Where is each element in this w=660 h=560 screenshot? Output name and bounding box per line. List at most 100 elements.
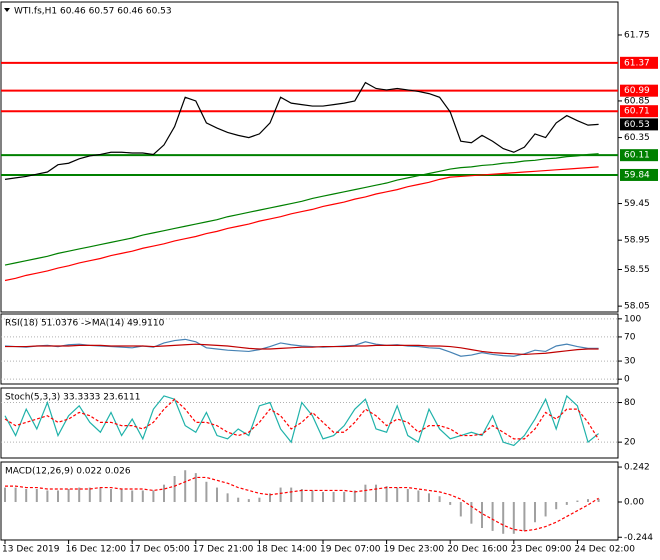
series-line <box>4 153 599 266</box>
symbol-marker <box>4 8 10 12</box>
y-tick-label: 60.85 <box>624 96 650 106</box>
panel-title: MACD(12,26,9) 0.022 0.026 <box>5 467 131 477</box>
histogram-bar <box>4 487 6 503</box>
histogram-bar <box>481 502 483 529</box>
histogram-bar <box>226 493 229 503</box>
y-tick-label: 60.35 <box>624 133 650 143</box>
x-tick-label: 17 Dec 05:00 <box>129 545 190 555</box>
histogram-bar <box>237 497 240 503</box>
histogram-bar <box>184 470 187 503</box>
histogram-bar <box>470 502 473 524</box>
last-price-label: 60.53 <box>624 120 650 130</box>
histogram-bar <box>417 490 420 503</box>
level-box <box>620 84 658 97</box>
histogram-bar <box>279 487 282 503</box>
y-tick-label: 59.45 <box>624 199 650 209</box>
x-tick-label: 16 Dec 12:00 <box>66 545 127 555</box>
level-box <box>620 105 658 118</box>
x-tick-label: 23 Dec 09:00 <box>511 545 572 555</box>
y-tick-label: 80 <box>624 398 636 408</box>
series-line <box>4 81 599 180</box>
y-tick-label: 58.55 <box>624 265 650 275</box>
histogram-bar <box>459 502 462 517</box>
histogram-bar <box>428 493 430 503</box>
histogram-bar <box>332 491 335 503</box>
histogram-bar <box>406 489 409 503</box>
histogram-bar <box>258 497 261 503</box>
histogram-bar <box>163 484 165 503</box>
histogram-bar <box>343 491 346 503</box>
level-label: 60.71 <box>624 107 650 117</box>
histogram-bar <box>438 496 441 503</box>
level-box <box>620 149 658 162</box>
histogram-bar <box>385 486 388 503</box>
histogram-bar <box>290 487 293 503</box>
last-price-box <box>620 118 658 131</box>
level-box <box>620 168 658 181</box>
level-label: 59.84 <box>624 170 650 180</box>
y-tick-label: 0 <box>624 375 630 385</box>
histogram-bar <box>67 489 70 503</box>
panel-title: RSI(18) 51.0376 ->MA(14) 49.9110 <box>5 319 165 329</box>
y-tick-label: -0.244 <box>624 533 653 543</box>
x-tick-label: 19 Dec 23:00 <box>384 545 445 555</box>
histogram-bar <box>544 502 547 517</box>
histogram-bar <box>449 502 452 505</box>
histogram-bar <box>131 490 134 503</box>
x-tick-label: 17 Dec 21:00 <box>193 545 254 555</box>
histogram-bar <box>300 489 303 503</box>
histogram-bar <box>534 502 536 523</box>
histogram-bar <box>216 487 218 503</box>
histogram-bar <box>173 476 176 503</box>
x-tick-label: 20 Dec 16:00 <box>447 545 508 555</box>
series-line <box>4 166 599 282</box>
histogram-bar <box>46 490 49 503</box>
histogram-bar <box>194 473 197 503</box>
series-line <box>5 343 599 356</box>
histogram-bar <box>576 500 579 503</box>
series-line <box>4 394 599 447</box>
histogram-bar <box>247 499 250 503</box>
histogram-bar <box>152 490 155 503</box>
histogram-bar <box>587 499 589 503</box>
histogram-bar <box>110 489 112 503</box>
histogram-bar <box>88 487 91 503</box>
y-tick-label: 20 <box>624 438 636 448</box>
histogram-bar <box>311 490 314 503</box>
histogram-bar <box>14 487 17 503</box>
level-label: 60.99 <box>624 86 650 96</box>
histogram-bar <box>25 489 28 503</box>
series-line <box>4 338 599 357</box>
histogram-bar <box>141 490 144 503</box>
histogram-bar <box>322 491 324 503</box>
x-tick-label: 19 Dec 07:00 <box>320 545 381 555</box>
histogram-bar <box>565 502 568 505</box>
histogram-bar <box>597 498 600 503</box>
histogram-bar <box>205 481 208 503</box>
y-tick-label: 0.00 <box>624 498 644 508</box>
y-tick-label: 58.95 <box>624 236 650 246</box>
y-tick-label: 70 <box>624 332 636 342</box>
histogram-bar <box>57 490 59 503</box>
level-label: 61.37 <box>624 58 650 68</box>
series-line <box>5 476 599 532</box>
histogram-bar <box>364 484 367 503</box>
y-tick-label: 61.75 <box>624 30 650 40</box>
y-tick-label: 100 <box>624 314 641 324</box>
histogram-bar <box>35 489 38 503</box>
histogram-bar <box>491 502 494 531</box>
y-tick-label: 58.05 <box>624 302 650 312</box>
histogram-bar <box>269 493 271 503</box>
histogram-bar <box>375 484 377 503</box>
histogram-bar <box>396 487 399 503</box>
histogram-bar <box>523 502 526 531</box>
panel-title: Stoch(5,3,3) 33.3333 23.6111 <box>5 393 140 403</box>
histogram-bar <box>555 502 558 510</box>
histogram-bar <box>512 502 515 534</box>
x-tick-label: 18 Dec 14:00 <box>256 545 317 555</box>
level-label: 60.11 <box>624 151 650 161</box>
x-tick-label: 13 Dec 2019 <box>2 545 60 555</box>
